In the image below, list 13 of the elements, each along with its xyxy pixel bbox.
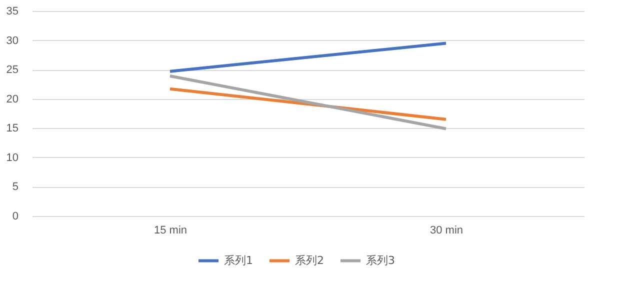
y-tick-label: 15 — [6, 122, 18, 135]
y-tick-label: 30 — [6, 34, 18, 47]
y-tick-label: 20 — [6, 93, 18, 106]
y-tick-label: 25 — [6, 64, 18, 76]
legend-label: 系列3 — [366, 254, 395, 267]
legend-label: 系列2 — [295, 254, 324, 267]
legend-label: 系列1 — [224, 254, 253, 267]
x-tick-label: 15 min — [154, 224, 188, 236]
y-tick-label: 0 — [12, 210, 18, 222]
x-tick-label: 30 min — [430, 224, 464, 236]
y-tick-label: 5 — [12, 181, 18, 194]
y-tick-label: 10 — [6, 152, 18, 164]
y-tick-label: 35 — [6, 6, 18, 18]
